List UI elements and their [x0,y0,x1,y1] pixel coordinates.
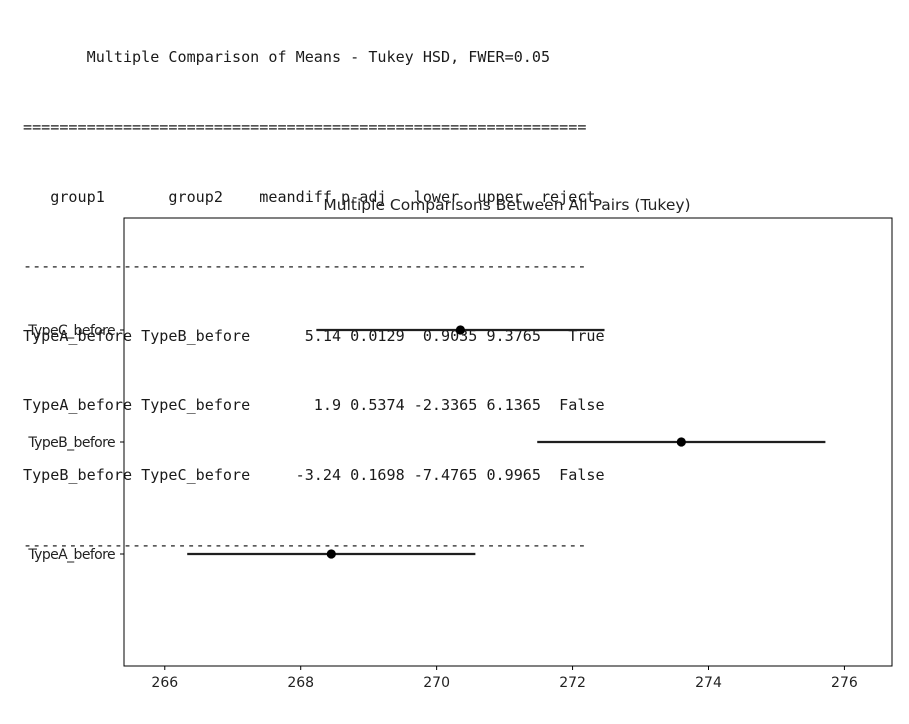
y-tick-label: TypeA_before [27,547,115,563]
summary-rule-double: ========================================… [23,118,587,136]
summary-header-row: group1 group2 meandiff p-adj lower upper… [23,187,596,206]
mean-marker [676,437,686,447]
summary-row: TypeA_before TypeC_before 1.9 0.5374 -2.… [23,396,605,415]
summary-rule-single: ----------------------------------------… [23,535,587,554]
chart-title: Multiple Comparisons Between All Pairs (… [323,196,690,214]
x-tick-label: 274 [695,675,722,691]
summary-row: TypeB_before TypeC_before -3.24 0.1698 -… [23,465,605,484]
y-tick-label: TypeB_before [27,435,115,451]
x-tick-label: 276 [831,675,858,691]
mean-marker [455,325,466,335]
x-tick-label: 272 [559,675,586,691]
tukey-chart: Multiple Comparisons Between All Pairs (… [27,196,893,691]
summary-title-line: Multiple Comparison of Means - Tukey HSD… [23,48,551,67]
summary-row: TypeA_before TypeB_before 5.14 0.0129 0.… [23,326,605,345]
x-tick-label: 268 [287,675,314,691]
summary-rule-single: ----------------------------------------… [23,257,587,276]
y-tick-label: TypeC_before [27,323,115,339]
x-tick-label: 266 [151,675,178,691]
mean-marker [326,549,336,559]
tukey-summary-table: Multiple Comparison of Means - Tukey HSD… [23,0,605,580]
x-tick-label: 270 [423,675,450,691]
